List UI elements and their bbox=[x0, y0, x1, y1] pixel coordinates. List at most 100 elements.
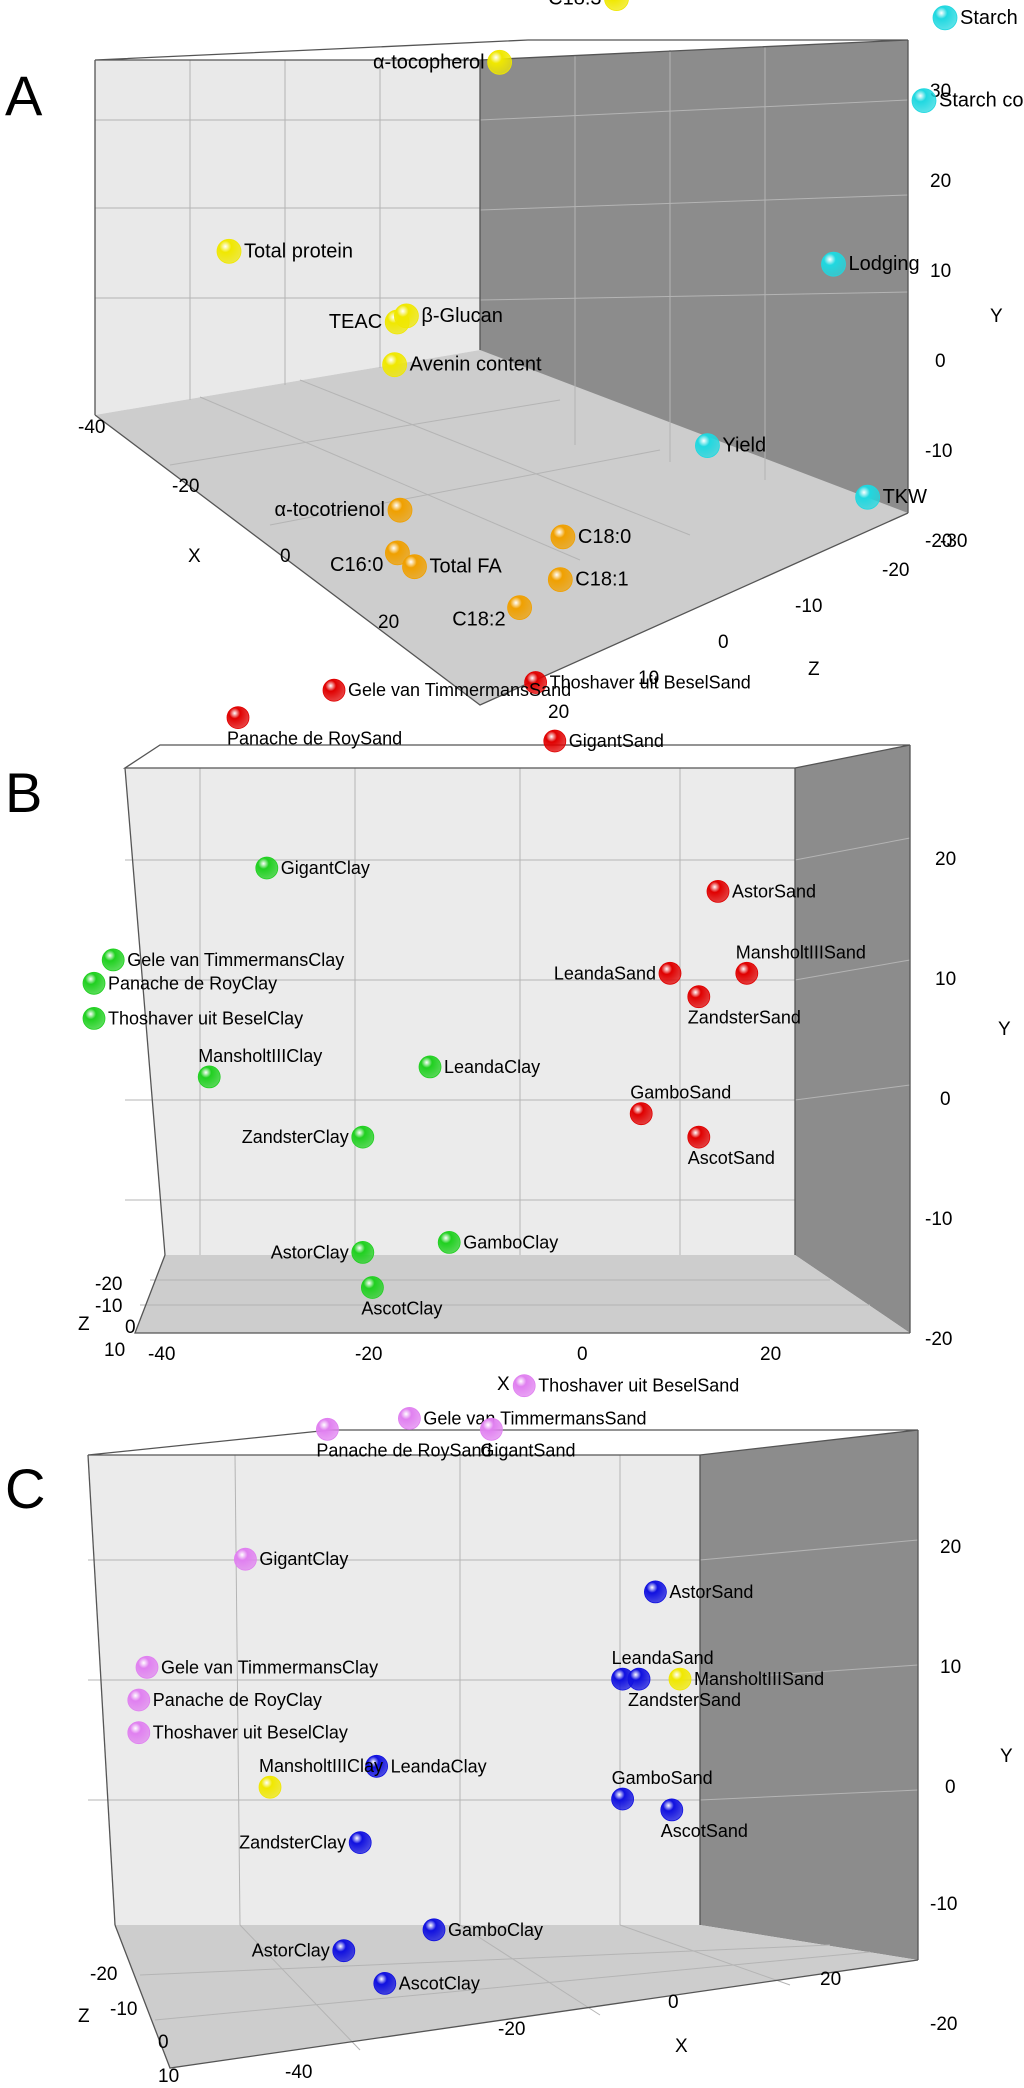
data-point bbox=[382, 352, 408, 378]
data-point bbox=[101, 948, 125, 972]
data-point-label: Yield bbox=[722, 435, 766, 457]
x-tick: 20 bbox=[760, 1344, 781, 1365]
x-tick: 0 bbox=[668, 1992, 679, 2013]
data-point-label: Panache de RoyClay bbox=[153, 1690, 322, 1710]
panel-c-z-ticks: -20 -10 0 10 bbox=[90, 1964, 179, 2087]
panel-a: A 30 20 10 0 -10 -20 bbox=[5, 0, 1024, 723]
panel-b: B 20 10 0 -10 -20 Y -40 -20 0 bbox=[5, 671, 1011, 1395]
panel-a-z-label: Z bbox=[808, 659, 820, 680]
data-point-label: Starch content bbox=[939, 90, 1024, 112]
data-point bbox=[348, 1831, 372, 1854]
y-tick: 0 bbox=[940, 1089, 951, 1110]
data-point-label: Avenin content bbox=[410, 354, 542, 376]
data-point bbox=[258, 1775, 282, 1799]
data-point bbox=[127, 1688, 151, 1712]
data-point bbox=[402, 554, 427, 580]
data-point-label: LeandaSand bbox=[612, 1648, 714, 1668]
panel-c-letter: C bbox=[5, 1457, 45, 1520]
data-point-label: ZandsterClay bbox=[242, 1127, 349, 1147]
panel-c-y-ticks: 20 10 0 -10 -20 bbox=[930, 1537, 961, 2035]
panel-a-y-label: Y bbox=[990, 306, 1003, 327]
panel-a-y-ticks: 30 20 10 0 -10 -20 bbox=[925, 81, 952, 552]
panel-a-z-ticks: -30 -20 -10 0 10 20 bbox=[548, 531, 967, 723]
panel-b-y-label: Y bbox=[998, 1019, 1011, 1040]
data-point bbox=[668, 1667, 692, 1691]
data-point-label: C18:0 bbox=[578, 526, 631, 548]
data-point bbox=[706, 880, 730, 903]
data-point-label: α-tocotrienol bbox=[275, 499, 386, 521]
data-point-label: LeandaSand bbox=[554, 963, 656, 983]
panel-a-gridlines bbox=[95, 46, 909, 561]
z-tick: -10 bbox=[110, 1999, 137, 2020]
data-point bbox=[360, 1276, 384, 1299]
data-point-label: GigantClay bbox=[281, 858, 370, 878]
data-point bbox=[315, 1417, 339, 1441]
panel-a-x-ticks: -40 -20 0 20 bbox=[78, 417, 399, 633]
data-point bbox=[487, 49, 513, 75]
data-point bbox=[604, 0, 629, 11]
x-tick: 0 bbox=[577, 1344, 588, 1365]
data-point-label: AscotClay bbox=[361, 1299, 442, 1319]
z-tick: 10 bbox=[104, 1340, 125, 1361]
panel-c-x-ticks: -40 -20 0 20 bbox=[285, 1969, 841, 2083]
data-point-label: Panache de RoyClay bbox=[108, 973, 277, 993]
data-point-label: C18:1 bbox=[575, 569, 628, 591]
data-point bbox=[911, 88, 937, 113]
data-point-label: GigantSand bbox=[569, 731, 664, 751]
panel-c: C 20 10 0 -10 -20 -40 -20 0 bbox=[5, 1374, 1013, 2087]
panel-b-z-label: Z bbox=[78, 1314, 90, 1335]
z-tick: 0 bbox=[718, 632, 729, 653]
data-point bbox=[397, 1407, 421, 1430]
data-point-label: MansholtIIIClay bbox=[198, 1046, 322, 1066]
panel-c-right-wall bbox=[700, 1430, 918, 1960]
data-point-label: LeandaClay bbox=[444, 1057, 540, 1077]
data-point-label: ZandsterClay bbox=[239, 1833, 346, 1853]
x-tick: -20 bbox=[172, 476, 199, 497]
panel-b-y-ticks: 20 10 0 -10 -20 bbox=[925, 849, 956, 1350]
data-point-label: Panache de RoySand bbox=[227, 729, 402, 749]
data-point bbox=[543, 729, 567, 753]
y-tick: 0 bbox=[935, 351, 946, 372]
data-point bbox=[437, 1231, 461, 1254]
data-point bbox=[135, 1655, 159, 1679]
panel-b-x-label: X bbox=[497, 1374, 510, 1395]
data-point-label: GigantClay bbox=[259, 1549, 348, 1569]
data-point-label: Lodging bbox=[849, 253, 920, 275]
panel-b-letter: B bbox=[5, 761, 42, 824]
z-tick: 0 bbox=[158, 2032, 169, 2053]
data-point-label: GamboClay bbox=[463, 1232, 558, 1252]
data-point-label: Thoshaver uit BeselSand bbox=[550, 673, 751, 693]
data-point-label: AstorSand bbox=[732, 881, 816, 901]
data-point bbox=[479, 1417, 503, 1441]
data-point-label: Thoshaver uit BeselClay bbox=[153, 1723, 348, 1743]
panel-b-right-wall bbox=[795, 745, 910, 1333]
panel-c-z-label: Z bbox=[78, 2006, 90, 2027]
data-point bbox=[735, 961, 759, 985]
z-tick: 10 bbox=[638, 668, 659, 689]
data-point-label: GamboSand bbox=[630, 1083, 731, 1103]
data-point-label: C18:3 bbox=[548, 0, 601, 10]
data-point bbox=[373, 1972, 397, 1995]
y-tick: -20 bbox=[925, 531, 952, 552]
panel-b-z-ticks: -20 -10 0 10 bbox=[95, 1274, 136, 1361]
x-tick: -40 bbox=[148, 1344, 175, 1365]
data-point-label: AscotSand bbox=[688, 1148, 775, 1168]
data-point-label: Gele van TimmermansClay bbox=[161, 1657, 378, 1677]
data-point bbox=[422, 1918, 446, 1942]
data-point-label: AstorClay bbox=[271, 1242, 349, 1262]
x-tick: -40 bbox=[285, 2062, 312, 2083]
data-point bbox=[821, 251, 846, 277]
panel-a-box-frame bbox=[94, 39, 909, 706]
data-point-label: Starch damage bbox=[960, 7, 1024, 29]
y-tick: -10 bbox=[925, 441, 952, 462]
data-point bbox=[611, 1787, 634, 1811]
data-point bbox=[512, 1374, 536, 1398]
panel-b-floor bbox=[135, 1255, 910, 1333]
data-point-label: Total FA bbox=[430, 556, 503, 578]
data-point-label: TEAC bbox=[329, 311, 382, 333]
data-point bbox=[855, 484, 880, 510]
z-tick: 0 bbox=[125, 1317, 136, 1338]
y-tick: -10 bbox=[925, 1209, 952, 1230]
data-point bbox=[226, 706, 250, 729]
